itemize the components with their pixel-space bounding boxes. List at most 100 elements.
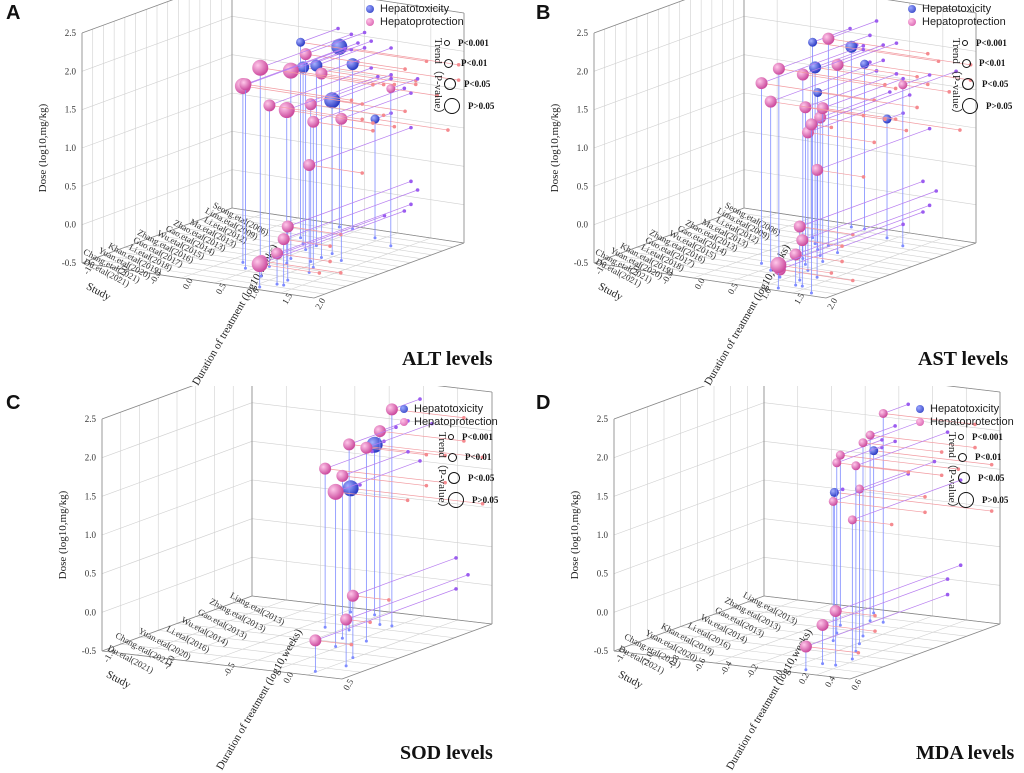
projection-dot — [409, 179, 413, 184]
hepatoprotection-point — [847, 515, 857, 525]
hepatotoxicity-point — [342, 480, 359, 497]
projection-line — [290, 70, 384, 85]
projection-dot — [349, 32, 354, 37]
stem-foot — [378, 623, 382, 627]
stem-foot — [349, 610, 353, 614]
projection-dot — [413, 82, 418, 87]
trend-legend-label: P<0.001 — [976, 38, 1007, 48]
projection-line — [820, 91, 890, 118]
stem-foot — [373, 613, 377, 617]
projection-line — [761, 45, 864, 84]
projection-dot — [480, 455, 485, 460]
stem-foot — [319, 256, 323, 260]
projection-line — [390, 78, 418, 89]
axis-edge — [101, 386, 194, 420]
stem-foot — [831, 639, 835, 643]
projection-line — [352, 557, 457, 597]
trend-legend-label: P<0.001 — [458, 38, 489, 48]
projection-dot — [349, 98, 354, 103]
projection-line — [833, 501, 926, 513]
trend-legend-title: Trend（P-value） — [946, 432, 958, 514]
projection-dot — [840, 487, 845, 492]
projection-dot — [973, 422, 977, 427]
stem-foot — [821, 662, 825, 666]
projection-dot — [456, 62, 461, 67]
trend-legend-item: P<0.01 — [958, 452, 1001, 462]
projection-dot — [907, 93, 912, 97]
study-axis-label: Study — [104, 669, 133, 692]
projection-dot — [389, 76, 393, 81]
projection-dot — [848, 26, 852, 31]
legend-hepatotoxicity: Hepatotoxicity — [908, 2, 1006, 15]
projection-dot — [371, 128, 375, 133]
stem-foot — [861, 634, 865, 638]
hepatoprotection-point — [793, 220, 806, 233]
z-tick-label: -0.5 — [574, 258, 589, 268]
z-tick-label: 2.5 — [597, 414, 609, 424]
duration-tick-label: -0.5 — [221, 660, 237, 678]
z-tick-label: 2.0 — [597, 453, 609, 463]
projection-dot — [893, 86, 898, 91]
hepatoprotection-marker-icon — [366, 17, 374, 26]
axis-edge — [341, 623, 493, 680]
projection-dot — [868, 33, 872, 38]
grid-line — [636, 246, 869, 283]
grid — [81, 0, 465, 299]
projection-line — [309, 127, 412, 166]
trend-legend-label: P<0.001 — [972, 432, 1003, 442]
grid-line — [630, 644, 867, 674]
grid-line — [816, 619, 967, 676]
projection-dot — [389, 73, 393, 77]
trend-legend-title: Trend（P-value） — [432, 38, 444, 120]
projection-line — [817, 70, 877, 93]
stem-foot — [339, 259, 343, 263]
stem-foot — [389, 244, 393, 248]
projection-dot — [430, 421, 434, 426]
projection-dot — [454, 556, 458, 560]
projection-line — [276, 204, 412, 254]
hepatoprotection-point — [805, 118, 818, 131]
axis-edge — [593, 262, 827, 299]
stem-foot — [337, 225, 341, 229]
stem-foot — [868, 619, 872, 623]
trend-legend-item: P<0.01 — [962, 58, 1005, 68]
projection-line — [761, 82, 875, 101]
stem-foot — [313, 669, 317, 673]
stem-foot — [373, 236, 377, 240]
projection-line — [366, 423, 433, 449]
projection-dot — [883, 117, 887, 122]
projection-line — [835, 610, 876, 617]
projection-dot — [881, 58, 885, 63]
projection-dot — [945, 430, 950, 434]
projection-line — [321, 47, 392, 74]
projection-line — [310, 103, 384, 116]
z-axis-label: Dose (log10,mg/kg) — [549, 103, 561, 192]
grid-line — [733, 211, 966, 248]
hepatoprotection-point — [386, 84, 396, 94]
trend-legend-item: P<0.001 — [962, 38, 1007, 48]
projection-dot — [927, 126, 932, 131]
trend-legend-label: P<0.01 — [465, 452, 492, 462]
projection-dot — [381, 113, 386, 118]
stem-foot — [836, 251, 840, 255]
stem-foot — [304, 248, 308, 252]
hepatoprotection-point — [263, 99, 276, 112]
stem-foot — [282, 283, 286, 287]
hepatoprotection-point — [346, 589, 359, 602]
projection-line — [873, 450, 992, 466]
projection-line — [283, 189, 418, 240]
trend-size-circle — [448, 472, 460, 484]
projection-dot — [409, 202, 413, 207]
trend-legend-item: P>0.05 — [448, 492, 498, 508]
z-tick-label: 1.5 — [85, 491, 97, 501]
grid-line — [668, 235, 902, 271]
projection-line — [316, 47, 365, 66]
projection-line — [852, 479, 961, 521]
projection-dot — [915, 105, 919, 110]
hepatoprotection-point — [772, 62, 785, 75]
projection-line — [779, 269, 853, 281]
projection-dot — [403, 67, 407, 71]
grid-line — [135, 243, 368, 279]
axis-edge — [81, 262, 315, 299]
grid-line — [214, 609, 455, 639]
